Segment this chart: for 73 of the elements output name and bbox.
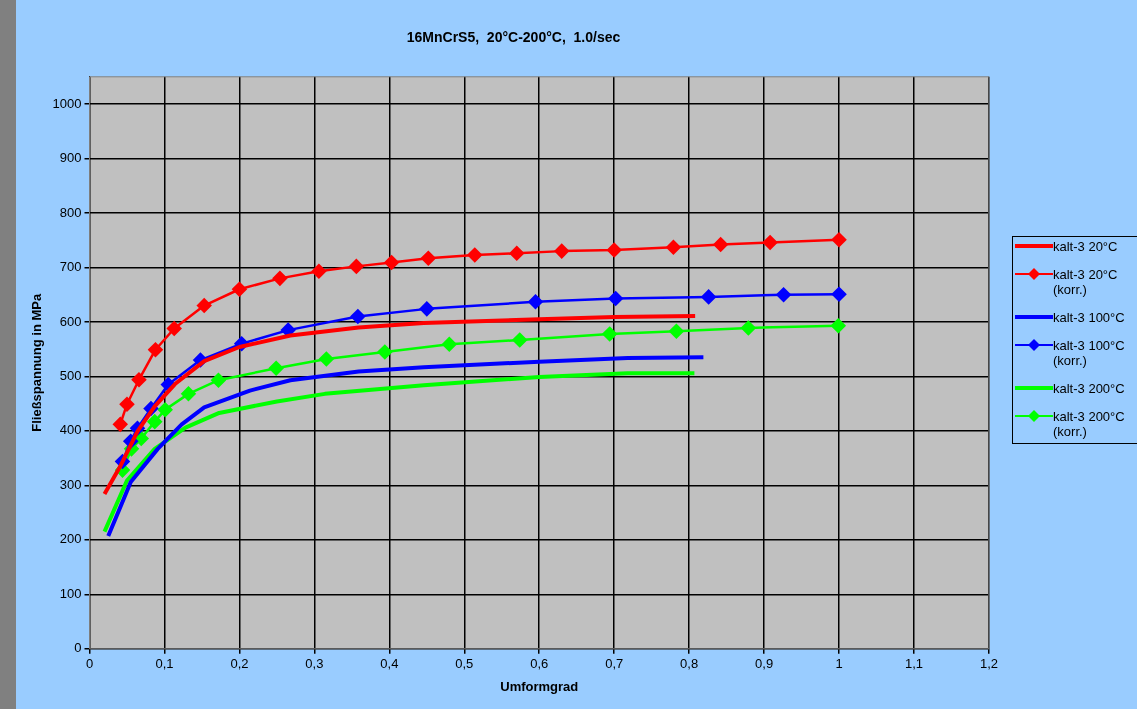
x-tick-label: 0,5 <box>455 656 474 672</box>
y-tick-label: 700 <box>59 259 82 275</box>
y-tick-label: 200 <box>59 531 82 547</box>
legend-label: kalt-3 100°C <box>1053 310 1125 325</box>
y-tick-label: 900 <box>59 150 82 166</box>
legend-label: kalt-3 20°C <box>1053 239 1118 254</box>
legend-label: kalt-3 200°C <box>1053 381 1125 396</box>
y-tick-label: 300 <box>59 476 82 492</box>
point <box>384 255 399 270</box>
y-tick-label: 400 <box>59 422 82 438</box>
y-tick-label: 0 <box>74 640 82 656</box>
point <box>666 240 681 255</box>
point <box>421 250 436 266</box>
chart-title: 16MnCrS5, 20°C-200°C, 1.0/sec <box>406 29 621 46</box>
point <box>211 372 226 388</box>
y-tick-label: 500 <box>59 368 82 383</box>
point <box>119 396 135 412</box>
point <box>350 309 366 324</box>
x-tick-label: 1,2 <box>979 656 998 672</box>
point <box>147 414 162 429</box>
point <box>377 344 393 360</box>
point <box>442 337 457 352</box>
point <box>148 342 163 357</box>
point <box>713 237 728 252</box>
x-tick-label: 0 <box>85 656 94 672</box>
x-tick-label: 0,6 <box>530 656 549 672</box>
point <box>554 243 569 259</box>
x-tick-label: 0,8 <box>680 656 699 672</box>
point <box>157 402 173 417</box>
y-tick-label: 1000 <box>52 95 82 111</box>
x-tick-label: 1 <box>835 656 843 672</box>
point <box>268 361 284 376</box>
point <box>602 326 617 342</box>
point <box>467 247 483 263</box>
point <box>113 417 128 432</box>
y-axis-title: Fließspannung in MPa <box>29 293 45 432</box>
y-tick-label: 100 <box>59 585 82 601</box>
point <box>419 301 435 317</box>
point <box>831 286 847 302</box>
x-tick-label: 0,7 <box>605 656 624 672</box>
point <box>272 271 288 286</box>
point <box>831 232 847 247</box>
point <box>741 320 756 336</box>
point <box>166 321 182 336</box>
point <box>528 294 543 310</box>
point <box>349 259 364 274</box>
point <box>606 242 622 258</box>
x-tick-label: 0,1 <box>155 656 174 672</box>
x-tick-label: 0,3 <box>305 656 324 672</box>
legend-label: kalt-3 100°C (korr.) <box>1053 338 1126 368</box>
point <box>701 289 716 305</box>
point <box>319 351 334 367</box>
point <box>831 318 846 334</box>
x-tick-label: 0,9 <box>755 656 774 672</box>
x-tick-label: 0,2 <box>230 656 249 672</box>
x-tick-label: 1,1 <box>904 656 924 672</box>
point <box>669 323 684 339</box>
point <box>311 264 327 279</box>
y-tick-label: 600 <box>59 313 82 329</box>
point <box>608 291 623 306</box>
legend-label: kalt-3 200°C (korr.) <box>1053 409 1126 439</box>
point <box>196 298 212 313</box>
point <box>776 287 791 302</box>
x-axis-title: Umformgrad <box>500 678 579 694</box>
point <box>512 332 527 348</box>
point <box>762 235 778 250</box>
point <box>232 282 247 297</box>
point <box>131 372 147 387</box>
point <box>181 386 196 402</box>
y-tick-label: 800 <box>59 204 82 220</box>
point <box>509 246 525 261</box>
legend-label: kalt-3 20°C (korr.) <box>1053 267 1119 297</box>
x-tick-label: 0,4 <box>380 656 399 672</box>
